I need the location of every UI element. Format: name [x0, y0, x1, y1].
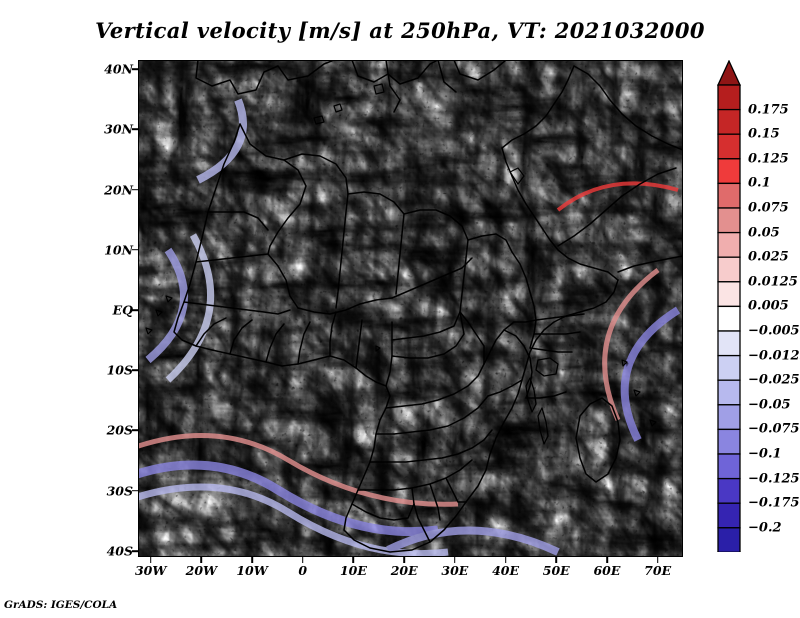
x-axis-tick-label: 20E	[390, 563, 418, 578]
x-axis-tick-label: 60E	[593, 563, 621, 578]
x-axis-tick-mark	[149, 557, 152, 563]
colorbar-swatch[interactable]	[717, 133, 741, 160]
y-axis-tick-mark	[132, 369, 138, 372]
colorbar-arrow-top	[716, 60, 742, 86]
colorbar-tick-label: −0.1	[748, 446, 782, 462]
y-axis-tick-label: 30N	[104, 121, 133, 137]
colorbar[interactable]: 0.175 0.15 0.125 0.1 0.075 0.05 0.025 0.0125 0.0…	[716, 60, 800, 552]
y-axis-tick-mark	[132, 248, 138, 251]
colorbar-swatch[interactable]	[717, 502, 741, 529]
x-axis-tick-label: 0	[298, 563, 308, 578]
x-axis-tick-mark	[301, 557, 304, 563]
x-axis-tick-mark	[251, 557, 253, 563]
colorbar-swatch[interactable]	[717, 354, 741, 381]
colorbar-swatch[interactable]	[717, 207, 741, 234]
x-axis-tick-mark	[504, 557, 507, 563]
colorbar-tick-label: 0.075	[748, 200, 789, 216]
colorbar-swatch[interactable]	[717, 182, 741, 209]
colorbar-swatch[interactable]	[717, 84, 741, 111]
x-axis-tick-label: 10E	[339, 563, 367, 578]
colorbar-swatch[interactable]	[717, 256, 741, 283]
x-axis-tick-mark	[656, 557, 659, 563]
y-axis-tick-label: EQ	[112, 302, 133, 318]
page-title: Vertical velocity [m/s] at 250hPa, VT: 2…	[95, 18, 705, 43]
x-axis-tick-label: 20W	[185, 563, 218, 578]
colorbar-tick-label: 0.05	[748, 225, 780, 241]
x-axis-tick-mark	[555, 557, 558, 563]
colorbar-swatch[interactable]	[717, 379, 741, 406]
x-axis-tick-mark	[403, 557, 405, 563]
vertical-velocity-field	[138, 60, 683, 557]
x-axis-tick-mark	[200, 557, 203, 563]
y-axis-tick-mark	[132, 309, 138, 311]
x-axis-tick-mark	[454, 557, 456, 563]
footer-credit: GrADS: IGES/COLA	[4, 599, 118, 611]
y-axis-tick-mark	[132, 429, 138, 432]
y-axis-tick-label: 20S	[106, 422, 133, 438]
colorbar-tick-label: 0.1	[748, 175, 771, 191]
y-axis-tick-mark	[132, 489, 138, 492]
colorbar-swatch[interactable]	[717, 158, 741, 185]
colorbar-swatch[interactable]	[717, 404, 741, 431]
y-axis-tick-label: 40S	[106, 543, 133, 559]
colorbar-tick-label: 0.15	[748, 126, 780, 142]
colorbar-swatch[interactable]	[717, 281, 741, 308]
colorbar-tick-label: −0.2	[748, 520, 782, 536]
colorbar-swatch[interactable]	[717, 330, 741, 357]
colorbar-swatch[interactable]	[717, 108, 741, 135]
x-axis-tick-mark	[606, 557, 608, 563]
colorbar-swatch[interactable]	[717, 453, 741, 480]
colorbar-swatch[interactable]	[717, 305, 741, 332]
y-axis-tick-mark	[132, 188, 138, 191]
x-axis-tick-label: 30W	[134, 563, 167, 578]
map-plot-area: 40N 30N 20N 10N EQ 10S 20S 30S 40S 30W 20W 10W 0 10E 2…	[104, 60, 683, 578]
x-axis-tick-label: 50E	[542, 563, 570, 578]
colorbar-tick-label: 0.005	[748, 298, 789, 314]
colorbar-swatch[interactable]	[717, 477, 741, 504]
colorbar-swatch[interactable]	[717, 231, 741, 258]
colorbar-tick-label: −0.025	[748, 372, 800, 388]
y-axis-tick-label: 30S	[106, 483, 133, 499]
y-axis-tick-mark	[132, 68, 138, 70]
colorbar-tick-label: 0.0125	[748, 274, 798, 290]
x-axis-tick-mark	[352, 557, 355, 563]
colorbar-tick-label: −0.125	[748, 471, 800, 487]
x-axis-tick-label: 70E	[644, 563, 672, 578]
plot-frame	[138, 60, 683, 557]
colorbar-tick-label: 0.175	[748, 102, 789, 118]
y-axis-tick-label: 20N	[104, 182, 133, 198]
x-axis-tick-label: 30E	[441, 563, 469, 578]
colorbar-tick-label: −0.005	[748, 323, 800, 339]
colorbar-swatch[interactable]	[717, 428, 741, 455]
y-axis-tick-mark	[132, 128, 138, 131]
colorbar-tick-label: −0.075	[748, 421, 800, 437]
y-axis-tick-label: 10N	[104, 242, 133, 258]
colorbar-tick-label: −0.175	[748, 495, 800, 511]
x-axis-tick-label: 40E	[492, 563, 520, 578]
x-axis-tick-label: 10W	[236, 563, 268, 578]
y-axis-tick-label: 10S	[106, 362, 133, 378]
colorbar-swatch[interactable]	[717, 527, 741, 552]
colorbar-tick-label: −0.0125	[748, 348, 800, 364]
colorbar-tick-label: 0.125	[748, 151, 789, 167]
y-axis-tick-label: 40N	[104, 61, 133, 77]
colorbar-tick-label: −0.05	[748, 397, 791, 413]
colorbar-swatches[interactable]	[716, 60, 746, 552]
y-axis-tick-mark	[132, 550, 138, 552]
colorbar-tick-label: 0.025	[748, 249, 789, 265]
